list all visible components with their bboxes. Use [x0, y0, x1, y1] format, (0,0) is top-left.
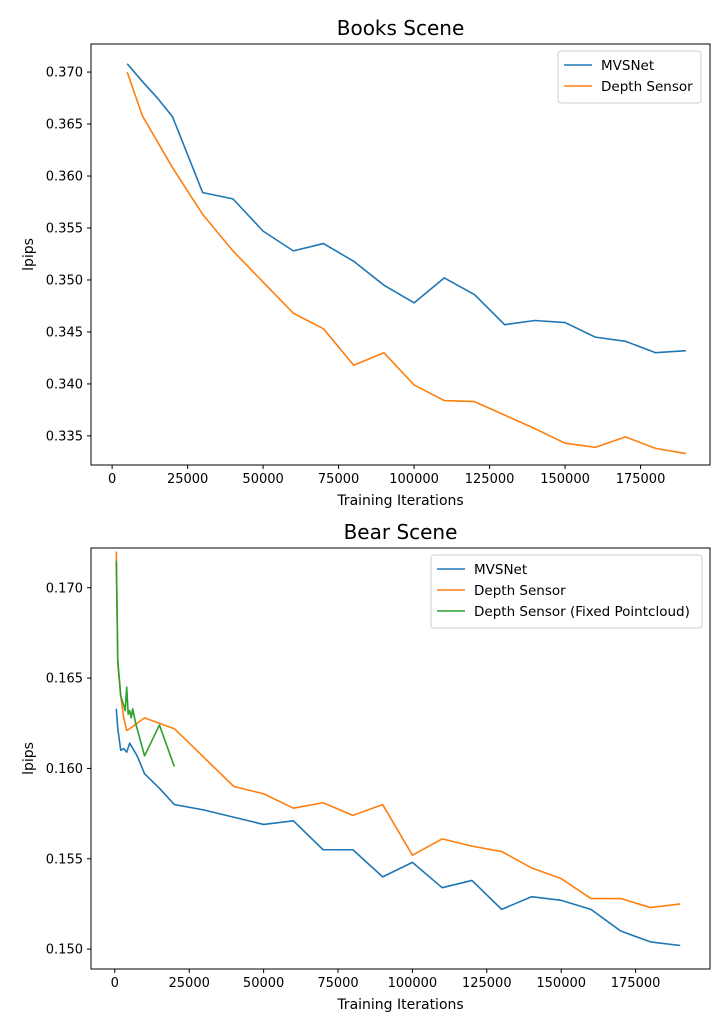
x-tick-label: 175000 [611, 976, 661, 991]
x-tick-label: 25000 [169, 976, 210, 991]
chart-1: Books Scene 0 25000 50000 75000 100000 125000 1… [21, 16, 711, 509]
x-tick-label: 175000 [616, 472, 666, 487]
x-tick-label: 50000 [243, 976, 284, 991]
legend-box [430, 554, 703, 629]
y-tick-label: 0.345 [46, 325, 83, 340]
y-tick-label: 0.370 [46, 66, 83, 81]
x-axis-label: Training Iterations [336, 493, 463, 509]
x-axis-label: Training Iterations [336, 997, 463, 1013]
y-tick-label: 0.340 [46, 377, 83, 392]
x-tick-label: 0 [108, 472, 116, 487]
series-line-depth-sensor [126, 71, 686, 455]
x-tick-label: 75000 [318, 472, 359, 487]
y-tick-label: 0.160 [46, 762, 83, 777]
x-tick-label: 100000 [388, 976, 438, 991]
chart-2: Bear Scene 0 25000 50000 75000 100000 125000 15… [21, 520, 711, 1013]
legend-box [557, 50, 702, 104]
y-tick-label: 0.360 [46, 170, 83, 185]
x-tick-label: 125000 [462, 976, 512, 991]
legend-label: MVSNet [601, 58, 654, 74]
y-tick-label: 0.350 [46, 273, 83, 288]
y-tick-label: 0.155 [46, 852, 83, 867]
y-tick-label: 0.335 [46, 429, 83, 444]
x-tick-label: 0 [111, 976, 119, 991]
series-line-depth-sensor [115, 551, 681, 909]
x-tick-label: 150000 [540, 472, 590, 487]
x-tick-label: 75000 [317, 976, 358, 991]
y-axis-label: lpips [21, 238, 37, 271]
x-tick-label: 150000 [536, 976, 586, 991]
axes-frame [90, 43, 711, 466]
chart-title: Books Scene [337, 16, 465, 40]
y-tick-label: 0.355 [46, 221, 83, 236]
y-tick-label: 0.170 [46, 581, 83, 596]
legend-label: Depth Sensor (Fixed Pointcloud) [474, 604, 690, 620]
y-axis-label: lpips [21, 742, 37, 775]
legend-label: Depth Sensor [601, 79, 693, 95]
x-tick-label: 25000 [167, 472, 208, 487]
legend-label: Depth Sensor [474, 583, 566, 599]
series-line-mvsnet [126, 63, 686, 354]
series-line-mvsnet [115, 708, 681, 947]
x-tick-label: 100000 [389, 472, 439, 487]
chart-title: Bear Scene [344, 520, 458, 544]
x-tick-label: 50000 [242, 472, 283, 487]
y-tick-label: 0.365 [46, 118, 83, 133]
y-tick-label: 0.165 [46, 672, 83, 687]
x-tick-label: 125000 [465, 472, 515, 487]
y-tick-label: 0.150 [46, 943, 83, 958]
axes-frame [90, 547, 711, 970]
series-line-depth-sensor-fixed-pointcloud- [115, 560, 176, 767]
legend-label: MVSNet [474, 562, 527, 578]
